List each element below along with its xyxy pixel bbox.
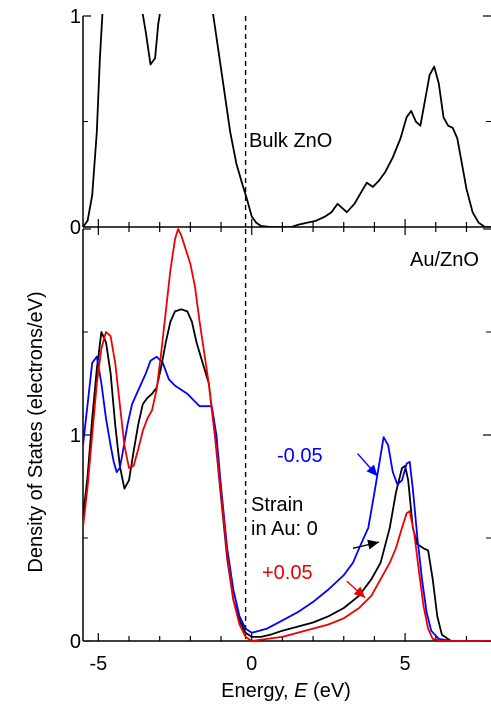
x-tick-label: 0 [246,653,257,675]
strain-minus-label: -0.05 [277,445,323,467]
panel-label-bulk: Bulk ZnO [249,130,332,152]
x-axis-label: Energy, E (eV) [221,680,351,702]
series-line-au-zno-minus005 [83,355,491,641]
arrow-plus-head [353,586,366,598]
panel-bulk-y-tick-label: 0 [70,217,81,239]
x-tick-label: -5 [89,653,107,675]
y-axis-label: Density of States (electrons/eV) [25,291,47,572]
series-line-bulk-bulk-zno [83,14,491,227]
annotation-layer [346,453,380,599]
x-axis-label-prefix: Energy, [221,680,294,702]
panel-au-zno-y-tick-label: 1 [70,425,81,447]
panel-bulk-y-tick-label: 1 [70,6,81,28]
series-line-au-zno-plus005 [83,228,491,641]
strain-zero-label: 0 [307,518,318,540]
panel-label-au-zno: Au/ZnO [410,249,479,271]
x-axis-label-variable: E [294,680,308,702]
arrow-zero-head [367,539,380,550]
strain-title: Strain [251,494,303,516]
panel-au-zno-y-tick-label: 0 [70,631,81,653]
series-line-au-zno-0 [83,308,491,641]
x-axis-label-unit: (eV) [308,680,351,702]
strain-plus-label: +0.05 [262,562,313,584]
x-tick-label: 5 [400,653,411,675]
series-layer [83,14,491,641]
strain-prefix: in Au: [251,518,307,540]
arrow-minus-head [366,464,378,477]
strain-label: in Au: 0 [251,518,318,540]
